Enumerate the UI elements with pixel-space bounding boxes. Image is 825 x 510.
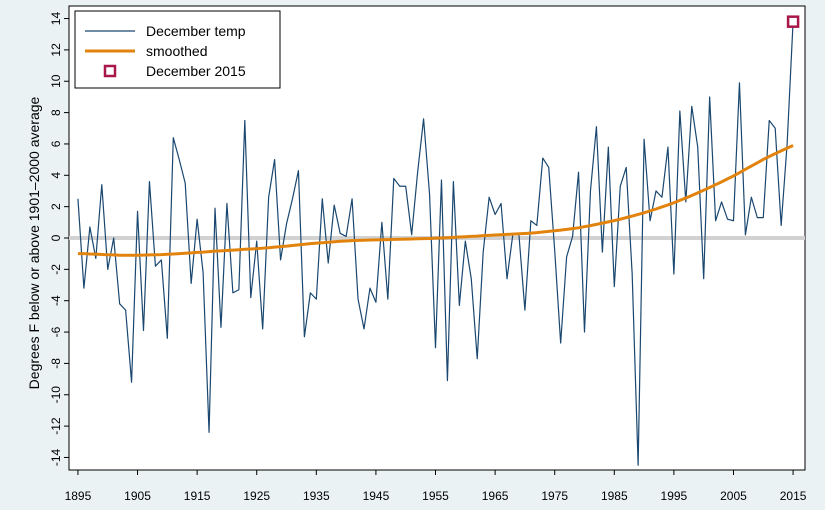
x-tick-label: 1985	[601, 489, 628, 503]
x-tick-label: 1995	[661, 489, 688, 503]
x-tick-label: 1915	[184, 489, 211, 503]
y-tick-label: -12	[49, 417, 63, 435]
legend-label-december-temp: December temp	[146, 23, 246, 39]
x-tick-label: 1895	[65, 489, 92, 503]
x-tick-label: 2005	[720, 489, 747, 503]
x-axis: 1895 1905 1915 1925 1935 1945 1955 1965 1975 1985…	[65, 470, 807, 503]
december-2015-marker	[786, 15, 800, 28]
y-axis-title: Degrees F below or above 1901–2000 avera…	[26, 96, 42, 389]
y-tick-label: 8	[49, 109, 63, 116]
legend-swatch-december-2015	[103, 64, 117, 78]
series-line-smoothed	[77, 144, 794, 257]
y-tick-label: -14	[49, 448, 63, 466]
y-tick-label: -6	[49, 326, 63, 337]
y-tick-label: -8	[49, 358, 63, 369]
x-tick-label: 2015	[780, 489, 807, 503]
legend: December temp smoothed December 2015	[74, 10, 281, 89]
x-tick-label: 1945	[363, 489, 390, 503]
y-tick-label: 12	[49, 43, 63, 57]
x-tick-label: 1965	[482, 489, 509, 503]
y-tick-label: -2	[49, 264, 63, 275]
x-tick-label: 1925	[243, 489, 270, 503]
legend-label-december-2015: December 2015	[146, 63, 246, 79]
x-tick-label: 1905	[124, 489, 151, 503]
y-tick-label: 10	[49, 74, 63, 88]
y-tick-label: -10	[49, 386, 63, 404]
x-tick-label: 1975	[541, 489, 568, 503]
y-tick-label: 4	[49, 172, 63, 179]
x-tick-label: 1935	[303, 489, 330, 503]
y-tick-label: 6	[49, 140, 63, 147]
y-tick-label: 0	[49, 234, 63, 241]
y-tick-label: 2	[49, 203, 63, 210]
y-axis: -14 -12 -10 -8 -6 -4 -2 0 2 4 6 8 10 12 14	[49, 12, 69, 466]
series-line-december-temp	[77, 21, 794, 466]
y-tick-label: -4	[49, 295, 63, 306]
legend-label-smoothed: smoothed	[146, 43, 207, 59]
x-tick-label: 1955	[422, 489, 449, 503]
y-tick-label: 14	[49, 12, 63, 26]
